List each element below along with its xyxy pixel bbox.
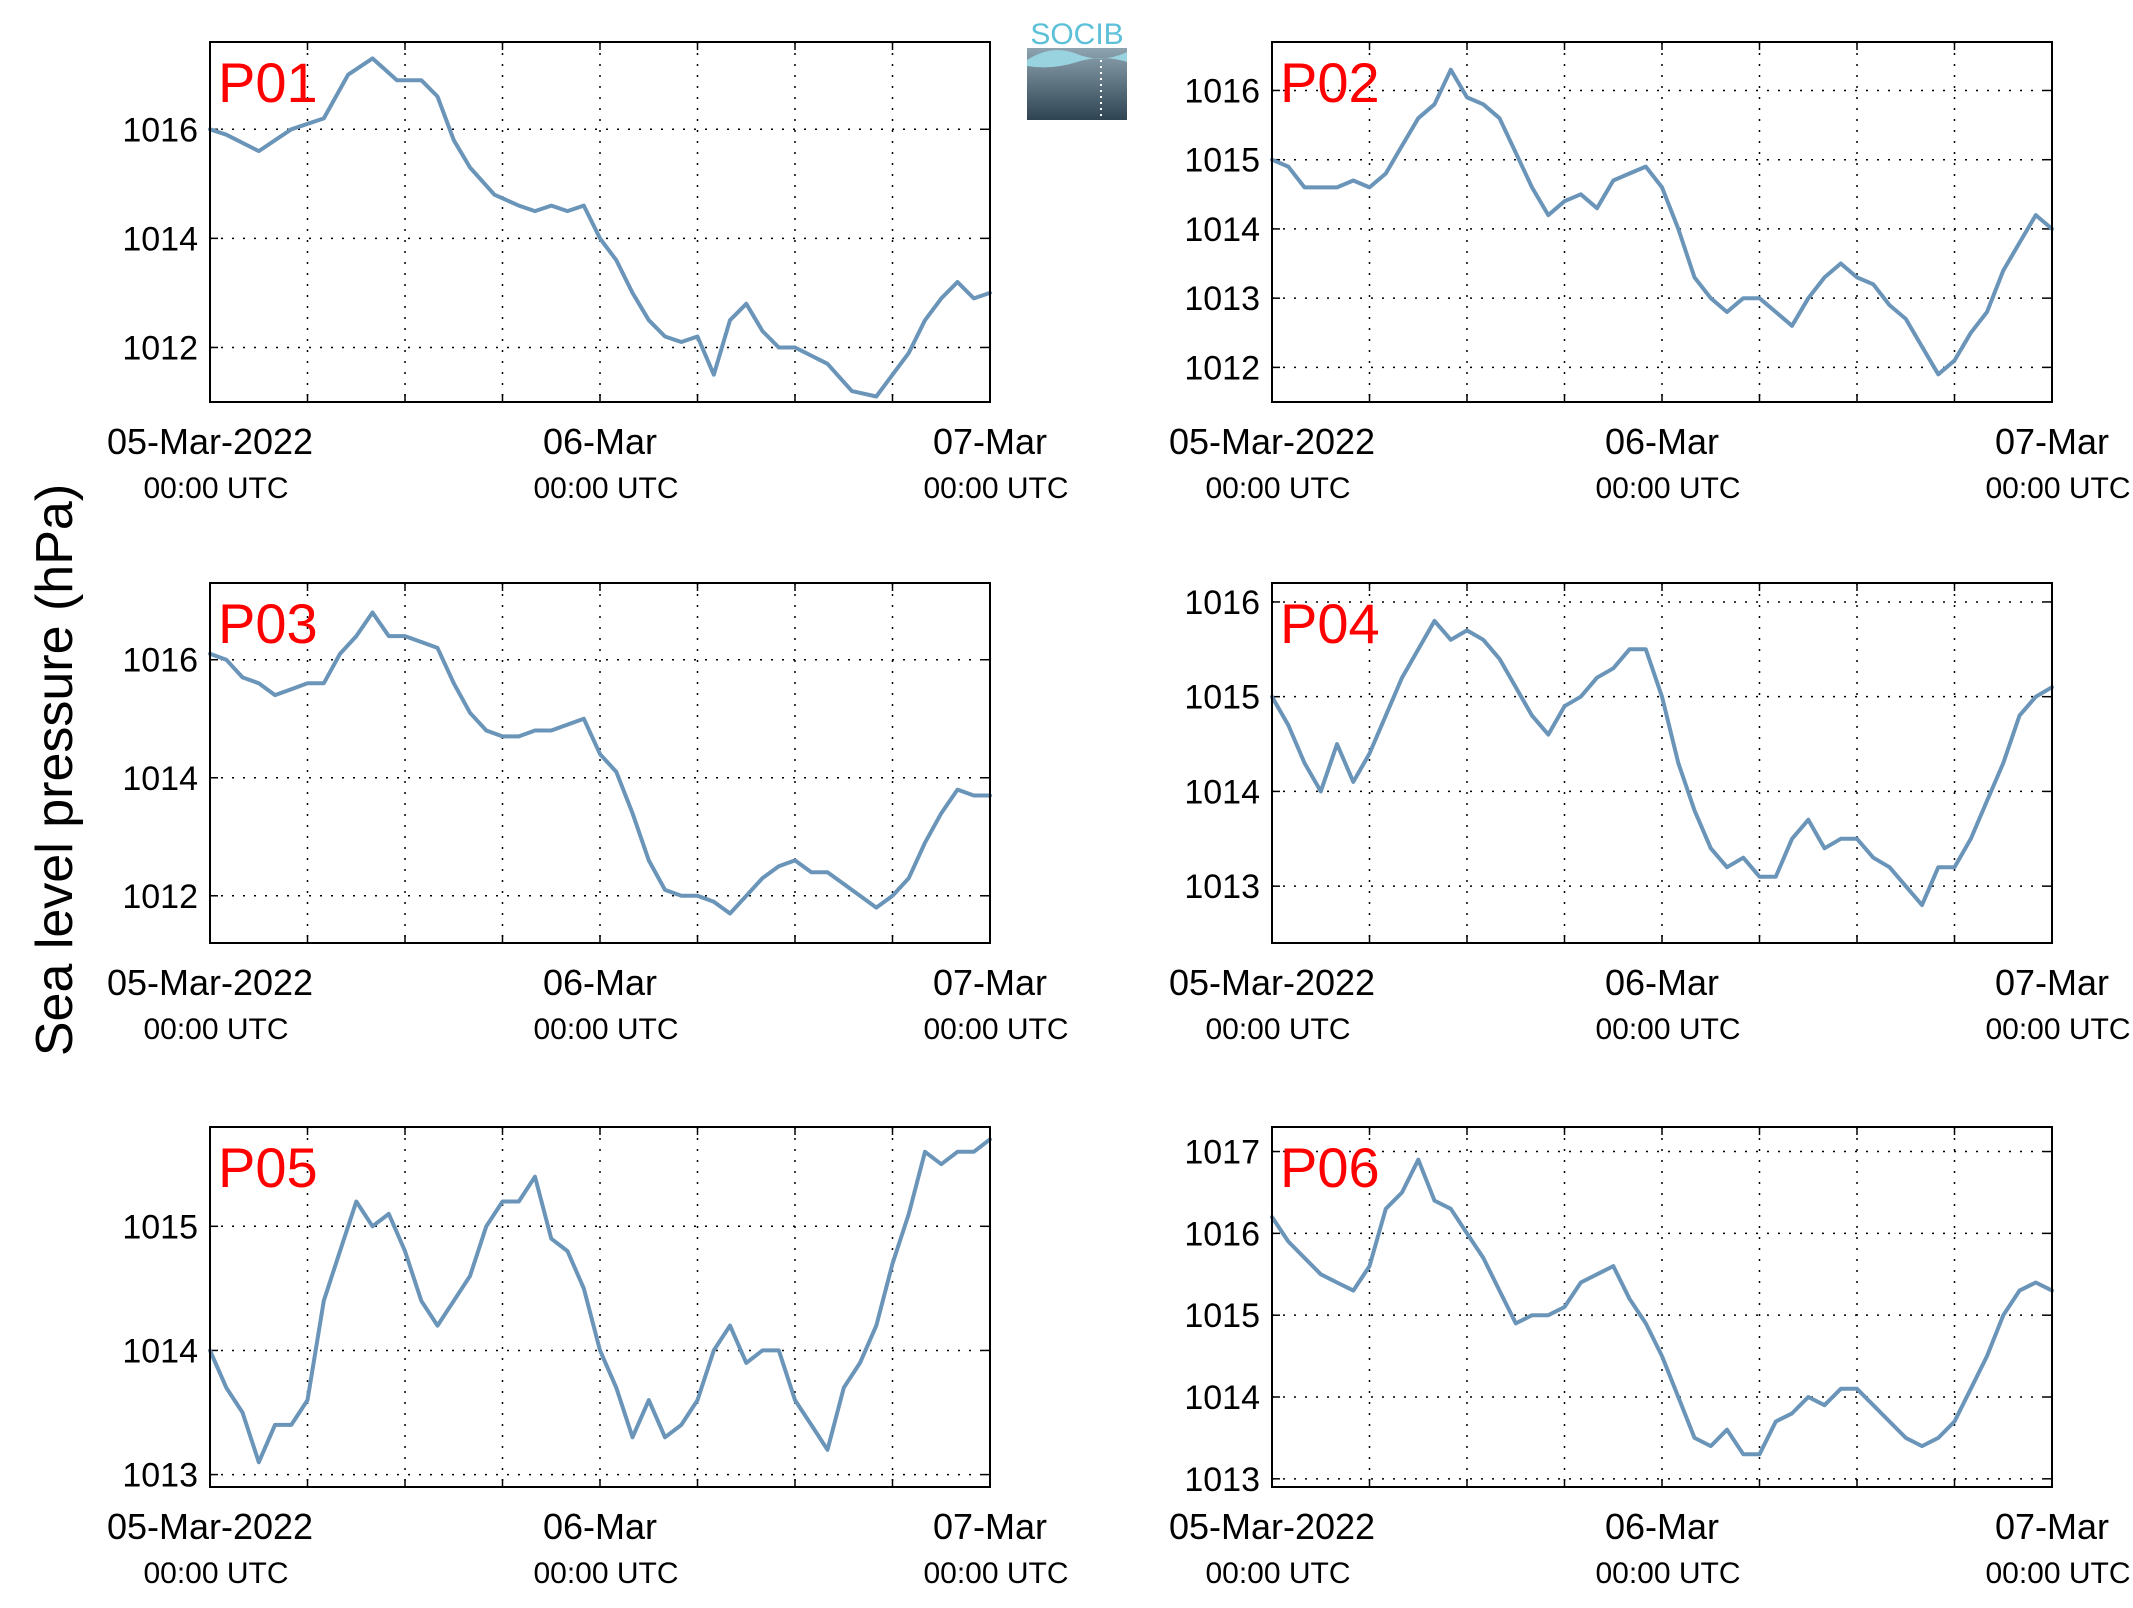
panel-label: P04 (1280, 592, 1380, 655)
series-line (1270, 618, 2054, 908)
x-tick-date-label: 07-Mar (933, 421, 1047, 462)
y-tick-label: 1012 (1184, 349, 1260, 387)
x-tick-time-label: 00:00 UTC (1595, 1557, 1740, 1590)
y-tick-label: 1014 (122, 760, 198, 798)
x-tick-time-label: 00:00 UTC (533, 472, 678, 505)
x-tick-time-label: 00:00 UTC (1595, 1013, 1740, 1046)
x-tick-date-label: 05-Mar-2022 (1169, 1506, 1375, 1547)
series-line (208, 610, 992, 916)
x-tick-date-label: 06-Mar (1605, 421, 1719, 462)
y-tick-label: 1013 (122, 1457, 198, 1495)
x-tick-date-label: 05-Mar-2022 (107, 421, 313, 462)
chart-panel-p04: 1013 1014 1015 1016 P04 05-Mar-2022 00:00 UTC 0… (1169, 582, 2131, 1046)
x-tick-date-label: 07-Mar (933, 962, 1047, 1003)
x-tick-time-label: 00:00 UTC (923, 1557, 1068, 1590)
panels: 1012 1014 1016 P01 05-Mar-2022 00:00 UTC 06-Ma… (107, 41, 2131, 1590)
y-tick-label: 1015 (1184, 679, 1260, 717)
series-line (208, 1137, 992, 1465)
plot-frame (209, 1126, 991, 1488)
x-tick-time-label: 00:00 UTC (143, 1557, 288, 1590)
x-tick-time-label: 00:00 UTC (143, 1013, 288, 1046)
chart-panel-p03: 1012 1014 1016 P03 05-Mar-2022 00:00 UTC 06-Ma… (107, 582, 1069, 1046)
x-tick-time-label: 00:00 UTC (1985, 1557, 2130, 1590)
x-tick-date-label: 07-Mar (1995, 962, 2109, 1003)
y-tick-label: 1017 (1184, 1134, 1260, 1172)
plot-frame (209, 582, 991, 944)
x-tick-time-label: 00:00 UTC (923, 472, 1068, 505)
y-tick-label: 1015 (1184, 142, 1260, 180)
y-tick-label: 1016 (122, 642, 198, 680)
x-tick-time-label: 00:00 UTC (923, 1013, 1068, 1046)
y-tick-label: 1016 (122, 111, 198, 149)
x-tick-time-label: 00:00 UTC (1985, 1013, 2130, 1046)
y-tick-label: 1014 (122, 1332, 198, 1370)
x-tick-time-label: 00:00 UTC (1205, 472, 1350, 505)
plot-frame (1271, 582, 2053, 944)
series-line (208, 56, 992, 399)
logo-text: SOCIB (1030, 18, 1123, 51)
y-tick-label: 1014 (1184, 773, 1260, 811)
panel-label: P05 (218, 1136, 318, 1199)
x-tick-date-label: 06-Mar (1605, 1506, 1719, 1547)
x-tick-date-label: 06-Mar (543, 421, 657, 462)
x-tick-date-label: 07-Mar (1995, 421, 2109, 462)
x-tick-date-label: 06-Mar (543, 1506, 657, 1547)
logo-wave (1027, 50, 1127, 68)
panel-label: P03 (218, 592, 318, 655)
x-tick-date-label: 06-Mar (1605, 962, 1719, 1003)
panel-label: P06 (1280, 1136, 1380, 1199)
y-tick-label: 1015 (122, 1208, 198, 1246)
panel-label: P02 (1280, 51, 1380, 114)
x-tick-time-label: 00:00 UTC (533, 1013, 678, 1046)
y-tick-label: 1013 (1184, 280, 1260, 318)
plot-frame (209, 41, 991, 403)
x-tick-date-label: 05-Mar-2022 (1169, 962, 1375, 1003)
series-line (1270, 1157, 2054, 1457)
plot-frame (1271, 41, 2053, 403)
y-tick-label: 1013 (1184, 868, 1260, 906)
x-tick-date-label: 05-Mar-2022 (1169, 421, 1375, 462)
x-tick-time-label: 00:00 UTC (533, 1557, 678, 1590)
x-tick-date-label: 07-Mar (1995, 1506, 2109, 1547)
y-tick-label: 1016 (1184, 584, 1260, 622)
y-tick-label: 1012 (122, 329, 198, 367)
chart-panel-p01: 1012 1014 1016 P01 05-Mar-2022 00:00 UTC 06-Ma… (107, 41, 1069, 505)
x-tick-date-label: 07-Mar (933, 1506, 1047, 1547)
plot-frame (1271, 1126, 2053, 1488)
y-tick-label: 1015 (1184, 1297, 1260, 1335)
x-tick-time-label: 00:00 UTC (143, 472, 288, 505)
y-tick-label: 1014 (122, 220, 198, 258)
x-tick-date-label: 06-Mar (543, 962, 657, 1003)
socib-logo: SOCIB (1027, 18, 1127, 120)
chart-panel-p06: 1013 1014 1015 1016 1017 P06 05-Mar-2022 00:00 … (1169, 1126, 2131, 1590)
chart-panel-p02: 1012 1013 1014 1015 1016 P02 05-Mar-2022 00:00 … (1169, 41, 2131, 505)
x-tick-time-label: 00:00 UTC (1205, 1557, 1350, 1590)
chart-panel-p05: 1013 1014 1015 P05 05-Mar-2022 00:00 UTC 06-Ma… (107, 1126, 1069, 1590)
x-tick-date-label: 05-Mar-2022 (107, 1506, 313, 1547)
y-tick-label: 1014 (1184, 211, 1260, 249)
x-tick-time-label: 00:00 UTC (1985, 472, 2130, 505)
series-line (1270, 67, 2054, 377)
panel-label: P01 (218, 51, 318, 114)
y-tick-label: 1014 (1184, 1379, 1260, 1417)
y-tick-label: 1016 (1184, 1215, 1260, 1253)
y-tick-label: 1016 (1184, 72, 1260, 110)
y-axis-label: Sea level pressure (hPa) (26, 484, 84, 1056)
x-tick-time-label: 00:00 UTC (1595, 472, 1740, 505)
y-tick-label: 1012 (122, 878, 198, 916)
y-tick-label: 1013 (1184, 1461, 1260, 1499)
x-tick-date-label: 05-Mar-2022 (107, 962, 313, 1003)
x-tick-time-label: 00:00 UTC (1205, 1013, 1350, 1046)
